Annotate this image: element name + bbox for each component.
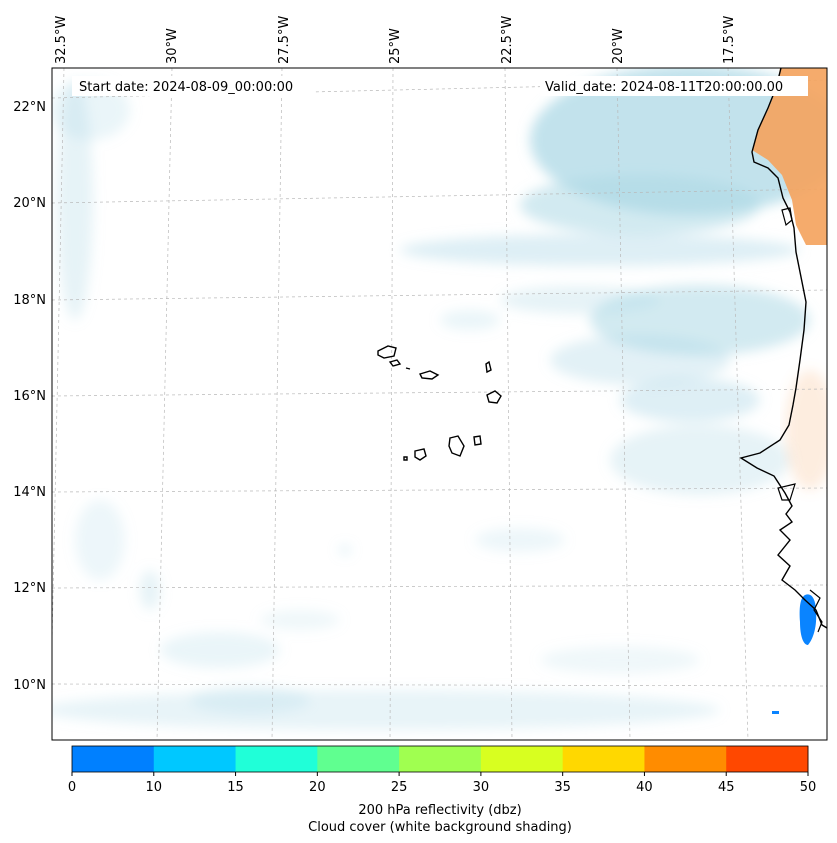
colorbar-sublabel: Cloud cover (white background shading) <box>308 820 572 835</box>
colorbar-segment <box>480 746 564 772</box>
lon-label: 25°W <box>388 28 403 64</box>
valid-date-bg <box>540 76 808 96</box>
light-orange-shading <box>785 370 827 490</box>
lat-label: 18°N <box>13 293 46 308</box>
lon-label: 17.5°W <box>722 16 737 64</box>
longitude-labels: 32.5°W 30°W 27.5°W 25°W 22.5°W 20°W 17.5… <box>54 16 737 64</box>
colorbar-tick-label: 25 <box>391 780 408 795</box>
lat-label: 22°N <box>13 100 46 115</box>
lat-label: 12°N <box>13 581 46 596</box>
latitude-labels: 22°N 20°N 18°N 16°N 14°N 12°N 10°N <box>13 100 46 693</box>
colorbar-border <box>71 745 809 773</box>
colorbar-segment <box>399 746 482 772</box>
colorbar-tick-label: 50 <box>800 780 817 795</box>
colorbar-tick-label: 35 <box>554 780 571 795</box>
coast-inlet <box>781 207 793 227</box>
colorbar-tick-label: 20 <box>309 780 326 795</box>
gambia-outline <box>777 483 796 501</box>
colorbar-tick-label: 30 <box>473 780 490 795</box>
colorbar-label: 200 hPa reflectivity (dbz) <box>358 803 521 818</box>
coast-islands <box>809 589 823 633</box>
colorbar-segment <box>726 746 809 772</box>
colorbar-segment <box>153 746 237 772</box>
start-date-label: Start date: 2024-08-09_00:00:00 <box>79 80 293 95</box>
lon-label: 22.5°W <box>500 16 515 64</box>
lon-label: 27.5°W <box>277 16 292 64</box>
coastline <box>739 68 827 629</box>
lon-label: 20°W <box>611 28 626 64</box>
colorbar-tick-label: 0 <box>68 780 76 795</box>
colorbar-segment <box>644 746 727 772</box>
colorbar-tick-label: 15 <box>227 780 244 795</box>
valid-date-label: Valid_date: 2024-08-11T20:00:00.00 <box>545 80 783 95</box>
colorbar-segment <box>562 746 645 772</box>
cloud-cover-shading <box>52 68 827 730</box>
map-content <box>52 68 827 740</box>
colorbar-segment <box>317 746 400 772</box>
start-date-bg <box>72 76 314 96</box>
reflectivity-speck <box>772 711 779 714</box>
lat-label: 10°N <box>13 678 46 693</box>
lon-label: 30°W <box>165 28 180 64</box>
colorbar-tick-label: 45 <box>718 780 735 795</box>
lat-label: 20°N <box>13 196 46 211</box>
colorbar-tick-label: 40 <box>636 780 653 795</box>
map-border <box>51 67 828 741</box>
cape-verde-islands <box>377 345 502 461</box>
colorbar-segment <box>72 746 155 772</box>
lat-label: 14°N <box>13 485 46 500</box>
lon-label: 32.5°W <box>54 16 69 64</box>
colorbar-tick-label: 10 <box>146 780 163 795</box>
gridlines <box>52 68 827 740</box>
colorbar-segment <box>235 746 318 772</box>
land-reflectivity-orange <box>752 68 827 245</box>
lat-label: 16°N <box>13 389 46 404</box>
colorbar: 0 10 15 20 25 30 35 40 45 50 <box>68 745 817 795</box>
